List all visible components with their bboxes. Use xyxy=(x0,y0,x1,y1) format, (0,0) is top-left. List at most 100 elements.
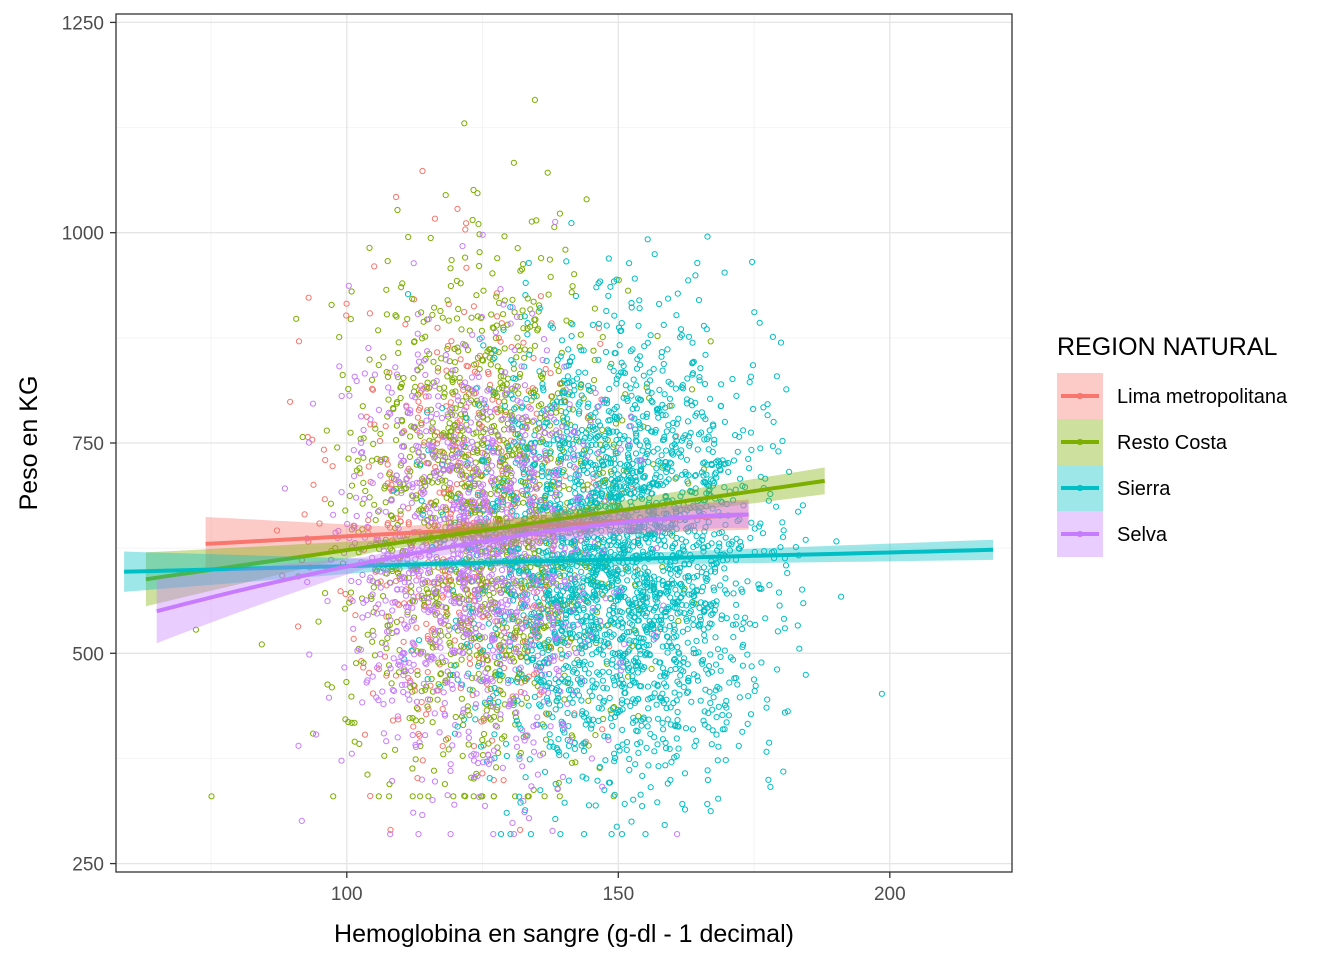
data-point xyxy=(690,544,697,551)
data-point xyxy=(670,699,677,707)
data-point xyxy=(669,544,676,552)
data-point xyxy=(609,722,616,730)
data-point xyxy=(698,658,705,665)
data-point xyxy=(599,469,607,476)
data-point xyxy=(608,831,615,838)
data-point xyxy=(390,655,397,662)
data-point xyxy=(674,708,681,716)
data-point xyxy=(685,277,692,284)
data-point xyxy=(488,311,495,318)
data-point xyxy=(554,746,561,753)
data-point xyxy=(580,438,587,445)
data-point xyxy=(583,577,590,584)
data-point xyxy=(526,351,533,358)
data-point xyxy=(389,717,397,724)
data-point xyxy=(405,569,413,577)
data-point xyxy=(491,354,498,361)
data-point xyxy=(414,366,421,373)
data-point xyxy=(394,521,401,529)
data-point xyxy=(404,291,412,298)
data-point xyxy=(489,270,496,277)
data-point xyxy=(722,587,729,594)
data-point xyxy=(501,233,508,240)
data-point xyxy=(686,591,693,598)
data-point xyxy=(654,599,661,606)
data-point xyxy=(452,366,459,374)
data-point xyxy=(717,653,724,661)
data-point xyxy=(748,519,755,526)
data-point xyxy=(636,305,643,312)
data-point xyxy=(699,656,707,664)
data-point xyxy=(640,474,647,481)
data-point xyxy=(400,481,407,488)
data-point xyxy=(668,460,675,467)
data-point xyxy=(617,460,624,467)
data-point xyxy=(432,589,439,596)
data-point xyxy=(683,689,691,697)
data-point xyxy=(578,381,585,388)
data-point xyxy=(579,482,586,489)
data-point xyxy=(466,486,473,493)
data-point xyxy=(718,612,726,619)
data-point xyxy=(410,809,417,816)
data-point xyxy=(409,732,416,739)
data-point xyxy=(671,689,678,696)
data-point xyxy=(459,713,466,720)
data-point xyxy=(347,589,355,596)
data-point xyxy=(572,544,580,552)
data-point xyxy=(417,793,424,800)
data-point xyxy=(384,373,391,380)
data-point xyxy=(699,583,707,591)
data-point xyxy=(458,695,465,702)
data-point xyxy=(462,604,469,611)
data-point xyxy=(527,347,534,354)
data-point xyxy=(512,404,519,411)
data-point xyxy=(346,492,353,499)
data-point xyxy=(576,631,583,639)
data-point xyxy=(401,600,408,607)
data-point xyxy=(575,369,582,376)
data-point xyxy=(617,327,624,335)
data-point xyxy=(496,671,503,679)
data-point xyxy=(569,699,576,706)
data-point xyxy=(390,406,397,413)
data-point xyxy=(584,442,591,449)
data-point xyxy=(783,386,790,393)
data-point xyxy=(677,334,684,341)
data-point xyxy=(646,508,653,515)
data-point xyxy=(643,642,650,649)
data-point xyxy=(507,409,514,416)
data-point xyxy=(607,715,614,722)
data-point xyxy=(714,757,721,764)
data-point xyxy=(562,631,570,638)
data-point xyxy=(450,793,457,800)
data-point xyxy=(704,776,712,784)
data-point xyxy=(566,695,573,702)
data-point xyxy=(701,632,708,639)
data-point xyxy=(510,375,517,382)
data-point xyxy=(644,683,652,690)
data-point xyxy=(621,800,628,808)
data-point xyxy=(536,305,543,312)
data-point xyxy=(478,356,486,364)
data-point xyxy=(711,436,718,443)
data-point xyxy=(762,615,769,622)
data-point xyxy=(458,642,465,649)
data-point xyxy=(566,441,573,448)
data-point xyxy=(520,612,527,619)
data-point xyxy=(563,585,570,592)
data-point xyxy=(305,294,312,301)
data-point xyxy=(419,757,426,764)
data-point xyxy=(672,508,680,515)
data-point xyxy=(628,818,635,825)
data-point xyxy=(562,246,569,253)
data-point xyxy=(693,586,701,594)
data-point xyxy=(685,528,692,535)
data-point xyxy=(607,572,614,580)
data-point xyxy=(674,644,681,651)
data-point xyxy=(504,464,511,471)
data-point xyxy=(627,525,634,532)
data-point xyxy=(466,399,473,406)
data-point xyxy=(530,739,537,746)
data-point xyxy=(556,444,564,452)
